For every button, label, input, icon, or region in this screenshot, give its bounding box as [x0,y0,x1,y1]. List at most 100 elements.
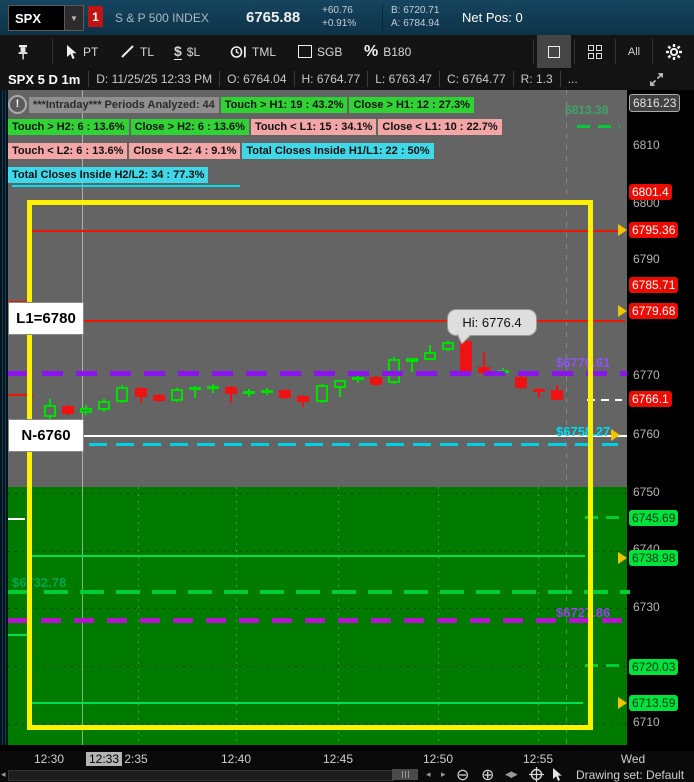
candle-wick [230,386,232,404]
price-line [8,443,618,447]
settings-button[interactable] [656,35,692,68]
axis-price-label: 6790 [633,252,660,266]
pan-left-button[interactable]: ◂ [426,769,431,779]
pan-right-button[interactable]: ▸ [441,769,446,779]
candle [297,395,310,403]
readout-low: L: 6763.47 [367,71,439,87]
time-axis[interactable]: 12:30 12:33 2:35 12:40 12:45 12:50 12:55 Wed [0,751,694,767]
price-line [28,702,583,705]
scrollbar-handle[interactable] [392,769,418,780]
candle-wick [338,379,341,397]
tool-b180[interactable]: % B180 [364,35,411,68]
tool-tml[interactable]: TML [230,35,276,68]
axis-price-box: 6801.4 [629,184,672,200]
grid-layout-button[interactable] [578,35,612,68]
stat-badge: Close > H1: 12 : 27.3% [349,96,474,113]
tool-pt[interactable]: PT [64,35,98,68]
tool-tl[interactable]: TL [120,35,154,68]
tool-tl-label: TL [140,44,155,59]
chevron-down-icon[interactable]: ▼ [64,6,83,30]
price-axis[interactable]: 6810 6800 6790 6770 6760 6750 6740 6730 6710 6816… [627,90,694,751]
high-price-tooltip: Hi: 6776.4 [447,309,537,345]
gear-icon [665,43,683,61]
readout-close: C: 6764.77 [438,71,513,87]
text-annotation[interactable]: N-6760 [8,419,84,452]
candle [460,340,473,373]
symbol-combo[interactable]: SPX ▼ [8,5,84,31]
grid-icon [588,44,602,59]
pointer-button[interactable] [551,767,564,782]
axis-price-box: 6720.03 [629,659,679,675]
gridline [236,487,237,745]
text-annotation[interactable]: L1=6780 [8,302,84,335]
gridline [8,550,627,552]
readout-open: O: 6764.04 [219,71,293,87]
bid-ask-block: B: 6720.71 A: 6784.94 [382,4,439,30]
candle [206,385,219,389]
price-line [8,394,33,397]
single-pane-icon [548,45,560,58]
single-chart-button[interactable] [537,35,571,68]
toolbar-separator [52,39,53,64]
candle [478,366,491,374]
price-line [28,229,625,232]
candle [532,388,545,392]
trendline-icon [120,44,135,59]
chart-area[interactable]: 6813.38 $6770.61 $6758.27 $6732.78 $6727.86 … [0,90,694,751]
square-icon [298,45,312,58]
readout-more[interactable]: ... [559,71,585,87]
yellow-rectangle-drawing[interactable] [27,200,593,730]
expand-icon[interactable] [648,71,665,88]
net-position: Net Pos: 0 [462,10,523,25]
candle [261,389,274,393]
scroll-left-icon[interactable]: ◂ [1,769,6,779]
stats-row: Touch < L2: 6 : 13.6% Close < L2: 4 : 9.1… [8,143,434,159]
candle [225,387,237,394]
tool-dollar-l[interactable]: $ $L [174,35,200,68]
price-line [585,664,620,668]
tool-dollar-l-label: $L [186,44,201,59]
time-label: 12:45 [322,752,354,766]
gridline [438,487,439,745]
price-line [8,517,25,520]
stats-row: ! ***Intraday*** Periods Analyzed: 44 Touc… [8,95,474,114]
price-float-label: 6813.38 [565,103,609,117]
cursor-icon [64,44,78,60]
axis-price-label: 6730 [633,600,660,614]
price-line [577,125,620,129]
stats-row: Touch > H2: 6 : 13.6% Close > H2: 6 : 13.… [8,119,502,135]
time-label: 12:50 [422,752,454,766]
chart-toolbar: PT TL $ $L TML SGB % B180 [0,35,694,69]
time-label: 2:35 [124,752,148,766]
bid-value: B: 6720.71 [391,5,440,16]
alerts-badge[interactable]: 1 [88,6,103,27]
pin-button[interactable] [16,35,30,68]
candle [279,389,292,399]
fit-width-button[interactable]: ◀▶ [505,769,518,779]
tool-sgb[interactable]: SGB [298,35,342,68]
crosshair-button[interactable] [529,767,544,782]
dollar-icon: $ [174,42,182,60]
bottom-bar: ◂ ◂ ▸ ⊖ ⊕ ◀▶ Drawing set: Default [0,767,694,782]
axis-price-label: 6810 [633,138,660,152]
drawing-set-label[interactable]: Drawing set: Default [576,767,685,782]
candle [170,388,183,401]
gridline [8,608,627,610]
all-button[interactable]: All [627,45,641,58]
candle [351,376,364,380]
stats-row: Total Closes Inside H2/L2: 34 : 77.3% [8,167,209,183]
zoom-in-button[interactable]: ⊕ [481,766,495,782]
zoom-out-button[interactable]: ⊖ [456,766,470,782]
gridline [566,90,567,745]
candle [134,388,147,397]
price-line [28,555,585,558]
candle [188,387,201,391]
pin-icon [16,44,30,60]
price-line [8,320,625,323]
price-line [585,516,620,520]
gridline [138,487,139,745]
stat-badge: ***Intraday*** Periods Analyzed: 44 [29,96,219,113]
candle [152,395,165,401]
stat-badge: Close < L1: 10 : 22.7% [378,119,502,135]
time-scrollbar[interactable] [8,770,394,781]
